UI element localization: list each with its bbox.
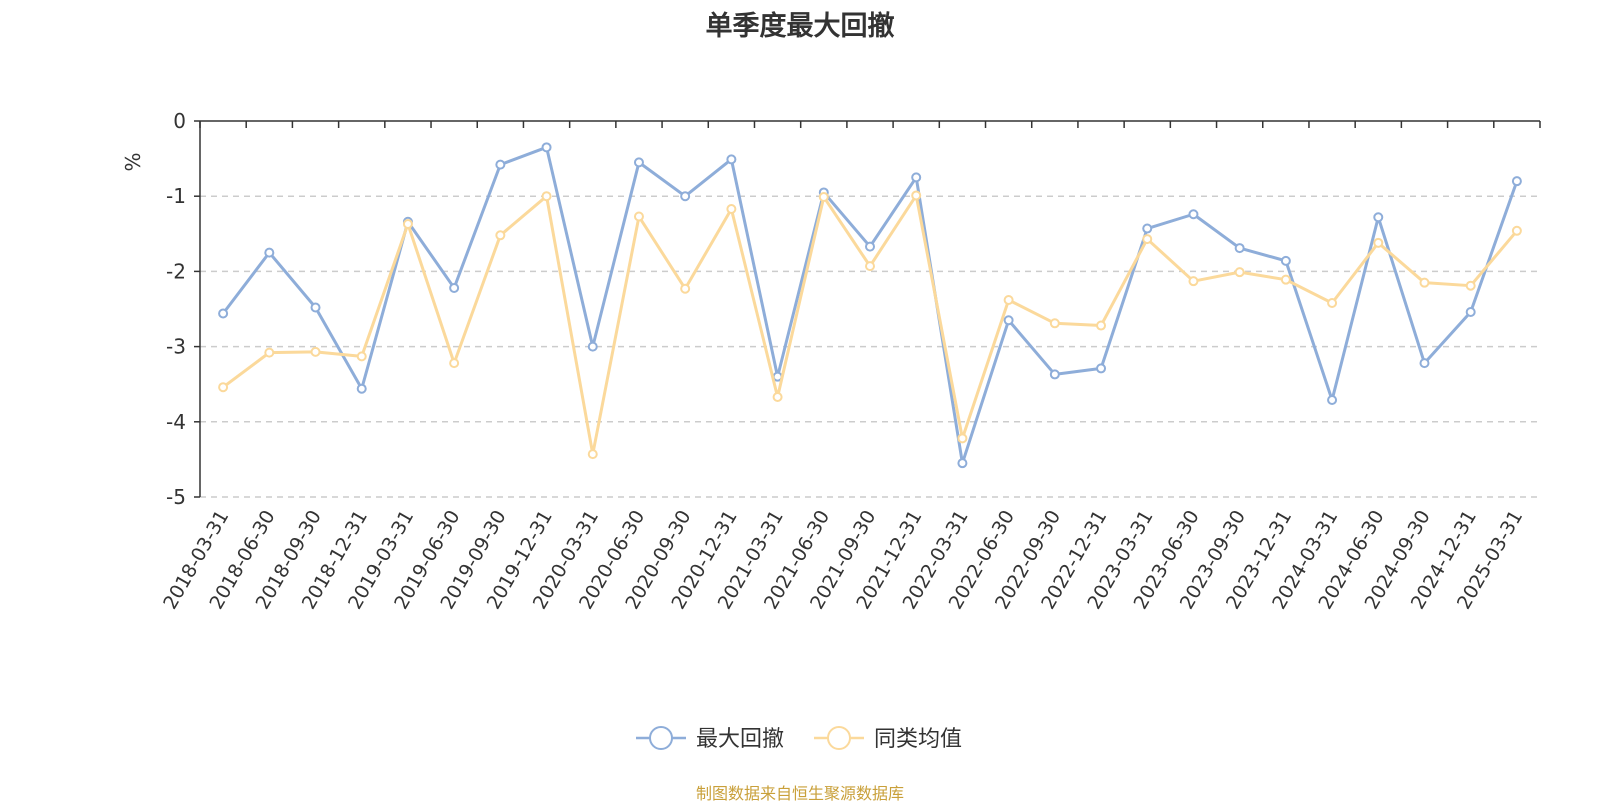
- y-tick-label: -3: [166, 335, 186, 359]
- data-point: [1511, 225, 1522, 236]
- data-point: [911, 172, 922, 183]
- data-point: [1188, 276, 1199, 287]
- data-point: [1003, 315, 1014, 326]
- legend-marker: [827, 726, 851, 750]
- y-tick-label: -4: [166, 410, 186, 434]
- data-point: [541, 142, 552, 153]
- data-point: [1373, 212, 1384, 223]
- y-tick-labels: 0 -1 -2 -3 -4 -5: [166, 109, 186, 509]
- data-point: [1049, 318, 1060, 329]
- data-point: [495, 230, 506, 241]
- data-point: [1188, 209, 1199, 220]
- data-point: [310, 302, 321, 313]
- data-point: [1373, 237, 1384, 248]
- y-tick-label: 0: [173, 109, 186, 133]
- data-point: [680, 283, 691, 294]
- data-point: [818, 191, 829, 202]
- data-point: [772, 391, 783, 402]
- y-tick-label: -5: [166, 485, 186, 509]
- data-point: [1234, 243, 1245, 254]
- data-point: [1049, 369, 1060, 380]
- axes: [194, 120, 1541, 498]
- legend-marker: [649, 726, 673, 750]
- data-point: [356, 351, 367, 362]
- data-point: [449, 358, 460, 369]
- data-point: [911, 190, 922, 201]
- data-point: [356, 383, 367, 394]
- data-point: [1003, 294, 1014, 305]
- data-point: [1419, 358, 1430, 369]
- data-point: [633, 211, 644, 222]
- y-tick-label: -1: [166, 184, 186, 208]
- data-point: [1465, 280, 1476, 291]
- data-point: [495, 159, 506, 170]
- data-point: [1096, 363, 1107, 374]
- data-point: [449, 282, 460, 293]
- x-tick-labels: 2018-03-312018-06-302018-09-302018-12-31…: [159, 507, 1527, 614]
- legend-label: 最大回撤: [696, 727, 784, 752]
- data-point: [1511, 176, 1522, 187]
- source-note: 制图数据来自恒生聚源数据库: [695, 784, 904, 803]
- data-point: [264, 347, 275, 358]
- data-point: [541, 191, 552, 202]
- data-point: [726, 154, 737, 165]
- legend: 最大回撤 同类均值: [636, 726, 962, 752]
- data-point: [726, 203, 737, 214]
- series-lines: [218, 142, 1522, 469]
- data-point: [865, 241, 875, 252]
- data-point: [402, 219, 413, 230]
- data-point: [587, 449, 598, 460]
- data-point: [1096, 320, 1107, 331]
- data-point: [957, 433, 968, 444]
- legend-label: 同类均值: [874, 727, 962, 752]
- data-point: [1465, 307, 1476, 318]
- data-point: [957, 458, 968, 469]
- data-point: [264, 247, 275, 258]
- data-point: [633, 157, 644, 168]
- data-point: [587, 341, 598, 352]
- series-line: [221, 145, 1519, 465]
- data-point: [1280, 255, 1291, 266]
- data-point: [1280, 274, 1291, 285]
- data-point: [1327, 297, 1338, 308]
- data-point: [680, 191, 691, 202]
- data-point: [865, 261, 875, 272]
- data-point: [1234, 267, 1245, 278]
- data-point: [1327, 394, 1338, 405]
- data-point: [310, 346, 321, 357]
- y-tick-label: -2: [166, 259, 186, 283]
- data-point: [1142, 234, 1153, 245]
- y-axis-label: %: [121, 152, 145, 171]
- data-point: [218, 382, 229, 393]
- data-point: [218, 308, 229, 319]
- data-point: [1142, 223, 1153, 234]
- data-point: [1419, 277, 1430, 288]
- chart-title: 单季度最大回撤: [705, 11, 895, 42]
